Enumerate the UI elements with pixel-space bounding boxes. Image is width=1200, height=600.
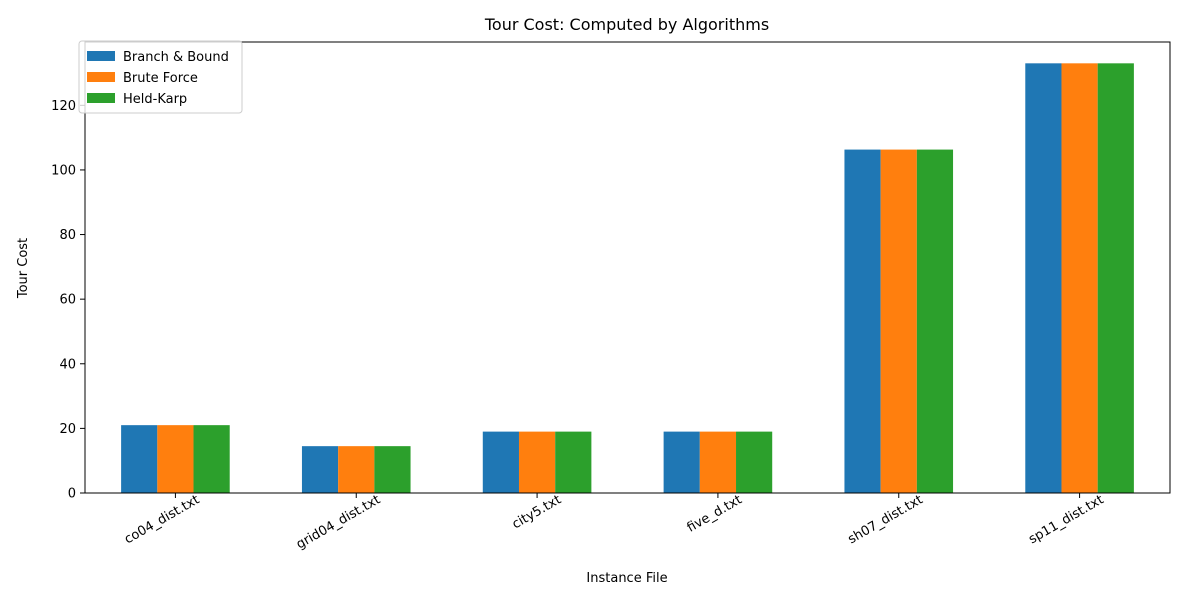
y-tick-label: 60 bbox=[59, 293, 76, 308]
y-tick-label: 0 bbox=[68, 487, 76, 502]
bar-held-karp-5 bbox=[1097, 63, 1134, 493]
x-tick-label: five_d.txt bbox=[685, 492, 745, 535]
plot-area bbox=[84, 41, 1171, 494]
bar-branch-bound-2 bbox=[482, 431, 519, 493]
x-tick-label: grid04_dist.txt bbox=[294, 492, 383, 552]
bar-brute-force-0 bbox=[157, 425, 194, 493]
x-tick-label: co04_dist.txt bbox=[122, 492, 202, 547]
legend-swatch bbox=[87, 72, 115, 82]
bar-held-karp-2 bbox=[555, 431, 592, 493]
y-tick-label: 40 bbox=[59, 357, 76, 372]
x-tick-label: sh07_dist.txt bbox=[845, 492, 925, 547]
legend: Branch & Bound Brute Force Held-Karp bbox=[78, 40, 243, 114]
x-axis-label: Instance File bbox=[586, 571, 667, 586]
legend-swatch bbox=[87, 93, 115, 103]
bar-branch-bound-3 bbox=[663, 431, 700, 493]
bar-branch-bound-1 bbox=[301, 446, 339, 493]
chart-title: Tour Cost: Computed by Algorithms bbox=[484, 15, 769, 34]
legend-label: Brute Force bbox=[123, 71, 198, 86]
bar-brute-force-5 bbox=[1061, 63, 1098, 493]
y-axis-label: Tour Cost bbox=[16, 238, 31, 299]
x-tick-label: sp11_dist.txt bbox=[1026, 492, 1106, 547]
legend-swatch bbox=[87, 51, 115, 61]
bar-brute-force-2 bbox=[518, 431, 556, 493]
y-tick-label: 120 bbox=[51, 99, 76, 114]
legend-box bbox=[78, 40, 243, 114]
bar-held-karp-1 bbox=[374, 446, 411, 493]
y-axis: 0 20 40 60 80 100 120 bbox=[51, 99, 85, 502]
bar-held-karp-0 bbox=[193, 425, 230, 493]
y-tick-label: 100 bbox=[51, 163, 76, 178]
y-tick-label: 20 bbox=[59, 422, 76, 437]
bar-brute-force-4 bbox=[880, 149, 917, 494]
bar-brute-force-3 bbox=[699, 431, 737, 493]
y-tick-label: 80 bbox=[59, 228, 76, 243]
x-axis: co04_dist.txt grid04_dist.txt city5.txt fiv… bbox=[122, 492, 1106, 552]
legend-label: Held-Karp bbox=[123, 92, 187, 107]
plot-frame bbox=[84, 41, 1171, 494]
bar-branch-bound-5 bbox=[1025, 63, 1062, 493]
x-tick-label: city5.txt bbox=[510, 492, 564, 532]
legend-label: Branch & Bound bbox=[123, 50, 229, 65]
bar-brute-force-1 bbox=[338, 446, 375, 493]
bar-branch-bound-4 bbox=[844, 149, 881, 494]
bar-held-karp-3 bbox=[736, 431, 773, 493]
bar-branch-bound-0 bbox=[121, 425, 158, 493]
bar-held-karp-4 bbox=[916, 149, 954, 494]
